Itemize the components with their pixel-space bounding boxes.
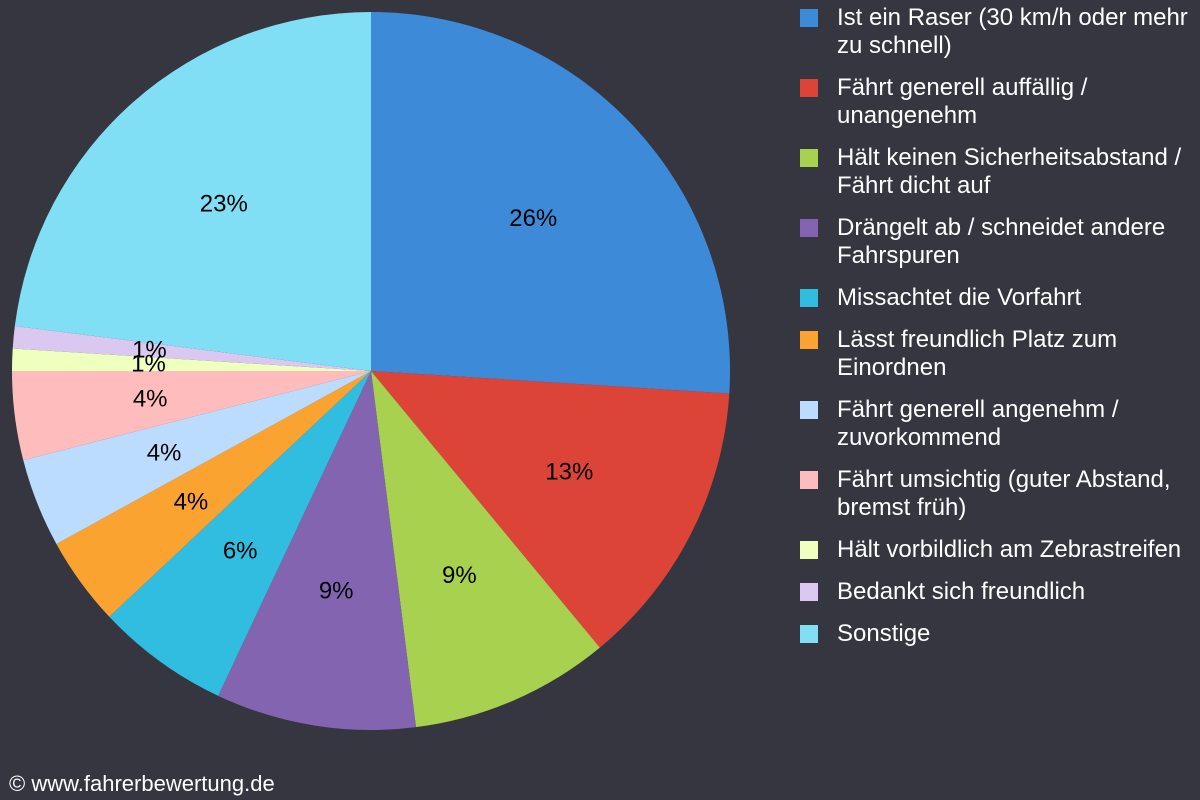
legend-swatch <box>800 289 818 307</box>
pie-data-label: 9% <box>442 562 477 589</box>
legend-swatch <box>800 583 818 601</box>
pie-data-label: 1% <box>131 351 166 378</box>
legend-swatch <box>800 401 818 419</box>
legend-item: Hält keinen Sicherheitsabstand / Fährt d… <box>800 144 1196 200</box>
legend-label: Drängelt ab / schneidet andere Fahrspure… <box>837 214 1166 269</box>
pie-slice <box>56 371 371 617</box>
pie-slice <box>371 371 730 648</box>
pie-slice <box>12 348 371 371</box>
pie-slice <box>218 371 416 730</box>
legend-label: Lässt freundlich Platz zum Einordnen <box>837 326 1118 381</box>
pie-data-label: 4% <box>174 488 209 515</box>
legend-item: Drängelt ab / schneidet andere Fahrspure… <box>800 214 1196 270</box>
pie-slice <box>371 371 600 728</box>
legend-label: Fährt umsichtig (guter Abstand, bremst f… <box>837 466 1171 521</box>
pie-slice <box>23 371 372 544</box>
legend-label: Fährt generell auffällig / unangenehm <box>837 74 1088 129</box>
legend-swatch <box>800 625 818 643</box>
legend-swatch <box>800 471 818 489</box>
legend-swatch <box>800 331 818 349</box>
pie-slice <box>371 12 730 394</box>
legend-swatch <box>800 9 818 27</box>
pie-slices <box>12 12 730 730</box>
legend-item: Sonstige <box>800 620 1196 648</box>
legend-item: Lässt freundlich Platz zum Einordnen <box>800 326 1196 382</box>
legend-item: Fährt umsichtig (guter Abstand, bremst f… <box>800 466 1196 522</box>
legend-swatch <box>800 541 818 559</box>
legend-item: Hält vorbildlich am Zebrastreifen <box>800 536 1196 564</box>
legend-label: Ist ein Raser (30 km/h oder mehr zu schn… <box>837 4 1188 59</box>
legend-label: Bedankt sich freundlich <box>837 578 1086 605</box>
pie-chart: 26% 13% 9% 9% 6% 4% 4% 4% 1%1% 23% <box>12 12 730 730</box>
pie-data-label: 23% <box>200 191 248 218</box>
pie-data-label: 9% <box>319 577 354 604</box>
legend-label: Missachtet die Vorfahrt <box>837 284 1082 311</box>
pie-data-labels: 26% 13% 9% 9% 6% 4% 4% 4% 1%1% 23% <box>131 191 593 605</box>
pie-slice <box>12 371 371 461</box>
pie-data-label: 4% <box>133 385 168 412</box>
pie-slice <box>14 12 372 371</box>
legend-label: Hält vorbildlich am Zebrastreifen <box>837 536 1182 563</box>
legend-item: Ist ein Raser (30 km/h oder mehr zu schn… <box>800 4 1196 60</box>
pie-data-label: 26% <box>509 205 557 232</box>
pie-data-label: 4% <box>147 439 182 466</box>
copyright-text: © www.fahrerbewertung.de <box>9 771 275 796</box>
legend-swatch <box>800 79 818 97</box>
legend-label: Fährt generell angenehm / zuvorkommend <box>837 396 1119 451</box>
pie-slice <box>12 326 372 371</box>
legend: Ist ein Raser (30 km/h oder mehr zu schn… <box>800 4 1196 662</box>
pie-data-label: 13% <box>545 459 593 486</box>
legend-swatch <box>800 219 818 237</box>
legend-item: Missachtet die Vorfahrt <box>800 284 1196 312</box>
legend-item: Fährt generell auffällig / unangenehm <box>800 74 1196 130</box>
pie-slice <box>109 371 372 696</box>
legend-swatch <box>800 149 818 167</box>
pie-data-label: 6% <box>223 538 258 565</box>
legend-item: Fährt generell angenehm / zuvorkommend <box>800 396 1196 452</box>
legend-label: Hält keinen Sicherheitsabstand / Fährt d… <box>837 144 1182 199</box>
legend-label: Sonstige <box>837 620 931 647</box>
pie-data-label: 1% <box>132 337 167 364</box>
legend-item: Bedankt sich freundlich <box>800 578 1196 606</box>
